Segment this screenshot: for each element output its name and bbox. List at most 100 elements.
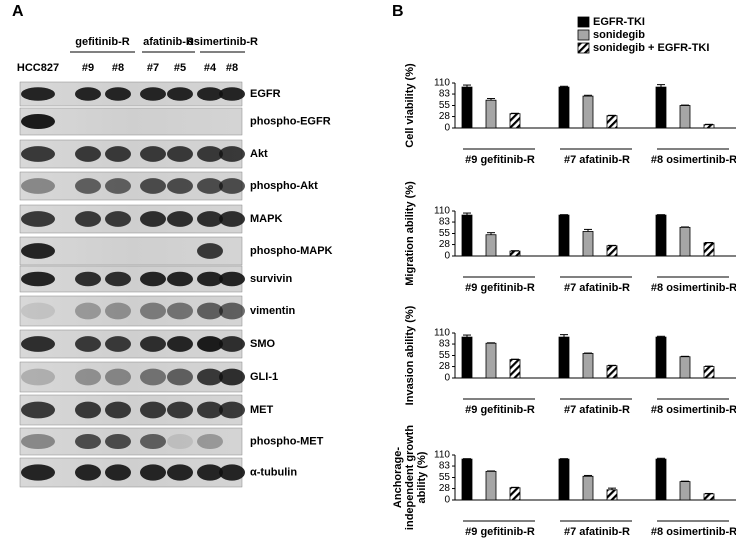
x-tick-label: #8 osimertinib-R <box>651 404 736 416</box>
blot-band <box>167 401 193 419</box>
bar <box>509 113 521 129</box>
blot-band <box>197 401 223 419</box>
group-label: afatinib-R <box>143 36 194 48</box>
panel-label: B <box>392 3 404 20</box>
y-tick-label: 83 <box>439 461 451 472</box>
bar <box>558 458 570 501</box>
bar <box>703 124 715 129</box>
y-axis-label: independent growth <box>404 425 416 530</box>
lane-label: #8 <box>226 62 238 74</box>
blot-band <box>105 211 131 227</box>
blot-band <box>75 271 101 287</box>
blot-band <box>219 211 245 227</box>
blot-band <box>21 464 55 481</box>
bar <box>558 336 570 379</box>
x-tick-label: #7 afatinib-R <box>564 404 630 416</box>
bar <box>655 86 667 129</box>
blot-band <box>21 243 55 259</box>
bar <box>679 105 691 129</box>
row-label: survivin <box>250 273 292 285</box>
y-tick-label: 0 <box>444 373 450 384</box>
y-tick-label: 28 <box>439 111 451 122</box>
y-tick-label: 110 <box>434 450 450 461</box>
bar <box>485 342 497 379</box>
bar <box>655 458 667 501</box>
blot-band <box>167 464 193 481</box>
panel-label: A <box>12 3 24 20</box>
row-label: SMO <box>250 338 276 350</box>
blot-band <box>75 368 101 386</box>
blot-band <box>167 146 193 162</box>
blot-band <box>105 336 131 352</box>
blot-band <box>219 336 245 352</box>
bar <box>582 95 594 129</box>
bar <box>461 336 473 379</box>
blot-band <box>75 211 101 227</box>
blot-band <box>75 433 101 450</box>
y-tick-label: 55 <box>439 350 451 361</box>
x-tick-label: #8 osimertinib-R <box>651 282 736 294</box>
group-label: gefitinib-R <box>75 36 129 48</box>
blot-band <box>140 271 166 287</box>
blot-band <box>105 271 131 287</box>
lane-label: HCC827 <box>17 62 59 74</box>
lane-label: #8 <box>112 62 124 74</box>
y-tick-label: 83 <box>439 339 451 350</box>
blot-band <box>75 464 101 481</box>
y-tick-label: 110 <box>434 78 450 89</box>
blot-band <box>140 336 166 352</box>
blot-band <box>140 87 166 101</box>
blot-band <box>219 271 245 287</box>
bar <box>461 458 473 501</box>
row-label: phospho-EGFR <box>250 115 331 127</box>
bar <box>606 115 618 129</box>
bar <box>582 353 594 379</box>
blot-band <box>21 113 55 130</box>
blot-band <box>197 211 223 227</box>
y-tick-label: 83 <box>439 217 451 228</box>
bar <box>582 231 594 257</box>
blot-band <box>105 146 131 162</box>
blot-band <box>21 401 55 419</box>
blot-band <box>140 464 166 481</box>
y-tick-label: 110 <box>434 206 450 217</box>
blot-band <box>167 368 193 386</box>
group-label: osimertinib-R <box>187 36 258 48</box>
blot-band <box>105 178 131 194</box>
bar <box>655 214 667 257</box>
y-tick-label: 83 <box>439 89 451 100</box>
blot-band <box>21 146 55 162</box>
blot-band <box>197 271 223 287</box>
y-axis-label: Migration ability (%) <box>404 181 416 286</box>
lane-label: #4 <box>204 62 217 74</box>
bar <box>509 250 521 257</box>
bar <box>509 359 521 379</box>
x-tick-label: #9 gefitinib-R <box>465 154 535 166</box>
blot-band <box>105 401 131 419</box>
x-tick-label: #8 osimertinib-R <box>651 154 736 166</box>
blot-band <box>219 368 245 386</box>
row-label: EGFR <box>250 88 281 100</box>
blot-band <box>167 211 193 227</box>
blot-band <box>105 464 131 481</box>
blot-band <box>75 87 101 101</box>
y-tick-label: 0 <box>444 495 450 506</box>
y-axis-label: Anchorage- <box>392 447 404 508</box>
blot-band <box>167 271 193 287</box>
blot-band <box>21 433 55 450</box>
bar <box>558 214 570 257</box>
blot-band <box>197 433 223 450</box>
blot-band <box>21 336 55 352</box>
y-tick-label: 0 <box>444 251 450 262</box>
x-tick-label: #9 gefitinib-R <box>465 526 535 538</box>
bar <box>703 242 715 257</box>
blot-band <box>197 336 223 352</box>
blot-band <box>21 178 55 194</box>
blot-band <box>197 178 223 194</box>
blot-band <box>140 211 166 227</box>
y-tick-label: 55 <box>439 228 451 239</box>
blot-band <box>105 302 131 320</box>
y-axis-label: Cell viability (%) <box>404 63 416 148</box>
blot-band <box>167 87 193 101</box>
